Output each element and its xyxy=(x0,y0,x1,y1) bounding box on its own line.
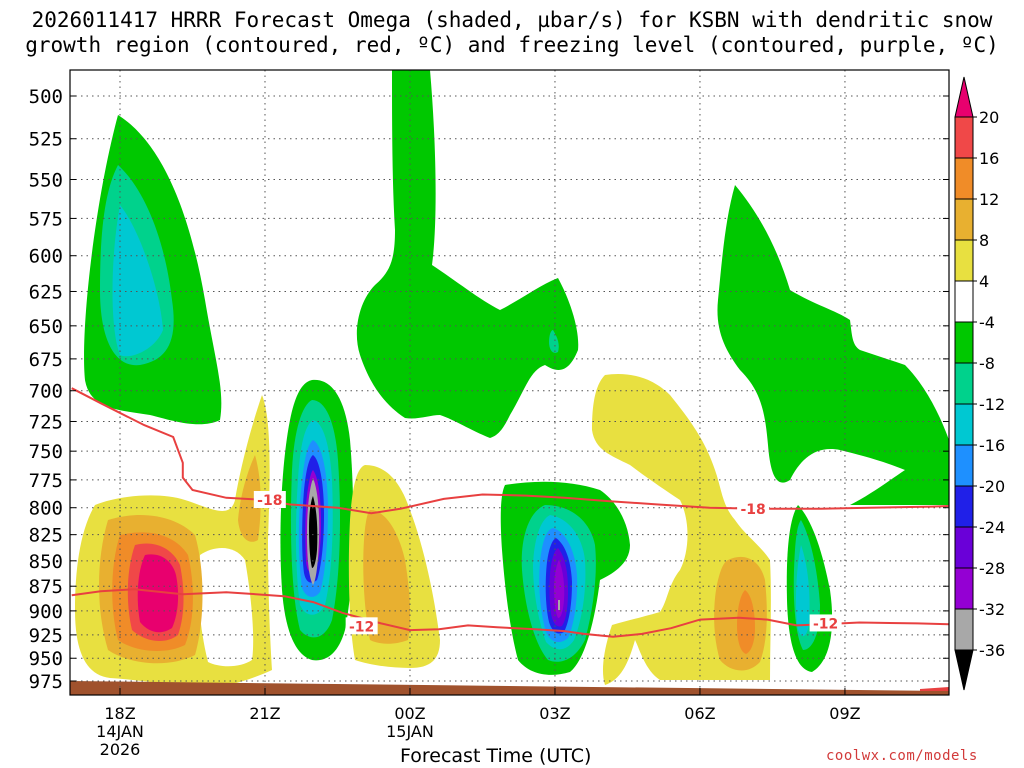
omega-region-green-right xyxy=(717,185,949,505)
colorbar-swatch xyxy=(954,444,974,487)
colorbar-swatch xyxy=(954,116,974,159)
site-credit: coolwx.com/models xyxy=(826,748,978,764)
plot-frame xyxy=(69,69,950,696)
chart-title-line-2: growth region (contoured, red, ºC) and f… xyxy=(25,33,999,57)
y-tick-label: 700 xyxy=(29,381,63,403)
y-tick-label: 950 xyxy=(29,648,63,670)
y-tick-label: 650 xyxy=(29,316,63,338)
contour-label-bg xyxy=(253,491,286,509)
colorbar-label: 12 xyxy=(979,190,999,209)
y-axis: 500 525 550 575 600 625 650 675 700 725 750 775 800 8… xyxy=(29,86,949,693)
y-tick-label: 800 xyxy=(29,498,63,520)
colorbar-swatch xyxy=(954,567,974,610)
colorbar-label: -16 xyxy=(979,436,1005,455)
y-tick-label: 675 xyxy=(29,349,63,371)
colorbar-swatch-bottom xyxy=(954,649,974,691)
colorbar-label: -28 xyxy=(979,559,1005,578)
contour-label-bg xyxy=(737,499,770,517)
y-tick-label: 525 xyxy=(29,129,63,151)
y-tick-label: 575 xyxy=(29,208,63,230)
colorbar-label: 16 xyxy=(979,149,999,168)
omega-region-magenta-left xyxy=(137,554,179,633)
omega-region-cyan-left xyxy=(112,205,163,357)
omega-region-black-column xyxy=(309,496,318,568)
y-tick-label: 825 xyxy=(29,525,63,547)
colorbar: 20 16 12 8 4 -4 -8 -12 -16 -20 -24 -28 -32 -36 xyxy=(954,76,1005,691)
y-tick-label: 725 xyxy=(29,411,63,433)
contour-label: -18 xyxy=(257,493,282,509)
colorbar-swatch xyxy=(954,198,974,241)
colorbar-label: -12 xyxy=(979,395,1005,414)
x-tick-sublabel: 15JAN xyxy=(386,722,434,741)
y-tick-label: 625 xyxy=(29,281,63,303)
omega-region-gray-03z xyxy=(558,600,560,610)
y-tick-label: 750 xyxy=(29,441,63,463)
contour-label-bg xyxy=(345,617,378,635)
x-tick-label: 06Z xyxy=(684,704,715,723)
terrain-marker xyxy=(920,687,949,691)
colorbar-swatch xyxy=(954,157,974,200)
omega-region-white-hole-left xyxy=(198,548,254,667)
colorbar-swatch xyxy=(954,608,974,651)
x-tick-sublabel-year: 2026 xyxy=(100,740,141,759)
y-tick-label: 975 xyxy=(29,671,63,693)
contour-label: -12 xyxy=(813,616,838,632)
colorbar-label: -24 xyxy=(979,518,1005,537)
omega-shaded-field xyxy=(70,70,949,695)
contour-label: -12 xyxy=(349,619,374,635)
contour-label: -18 xyxy=(740,502,765,518)
terrain-strip xyxy=(70,681,949,695)
y-tick-label: 775 xyxy=(29,470,63,492)
chart-title-line-1: 2026011417 HRRR Forecast Omega (shaded, … xyxy=(31,8,993,32)
x-tick-label: 21Z xyxy=(249,704,280,723)
isotherm-minus12-line xyxy=(71,588,949,638)
y-tick-label: 925 xyxy=(29,625,63,647)
colorbar-label: 8 xyxy=(979,231,989,250)
omega-region-orange-right xyxy=(737,590,755,654)
omega-region-green-center xyxy=(356,70,579,438)
y-tick-label: 900 xyxy=(29,601,63,623)
x-axis-label: Forecast Time (UTC) xyxy=(400,745,592,767)
colorbar-label: -20 xyxy=(979,477,1005,496)
colorbar-swatch xyxy=(954,280,974,323)
colorbar-label: -8 xyxy=(979,354,995,373)
colorbar-swatch xyxy=(954,321,974,364)
colorbar-swatch xyxy=(954,239,974,282)
colorbar-label: 4 xyxy=(979,272,989,291)
x-tick-sublabel: 14JAN xyxy=(96,722,144,741)
y-tick-label: 500 xyxy=(29,86,63,108)
omega-region-gold-mid xyxy=(363,510,411,644)
colorbar-label: -32 xyxy=(979,600,1005,619)
colorbar-swatch-top xyxy=(954,76,974,118)
colorbar-label: 20 xyxy=(979,108,999,127)
colorbar-swatch xyxy=(954,403,974,446)
colorbar-label: -36 xyxy=(979,641,1005,660)
isotherm-contours: -18 -18 -12 -12 xyxy=(71,387,949,638)
grid xyxy=(70,70,949,695)
y-tick-label: 850 xyxy=(29,551,63,573)
colorbar-swatch xyxy=(954,526,974,569)
omega-region-violet-03z xyxy=(554,560,565,618)
y-tick-label: 550 xyxy=(29,169,63,191)
x-tick-label: 18Z xyxy=(104,704,135,723)
omega-region-cyan-lowright xyxy=(796,545,810,637)
x-tick-label: 09Z xyxy=(829,704,860,723)
y-tick-label: 600 xyxy=(29,246,63,268)
colorbar-label: -4 xyxy=(979,313,995,332)
x-tick-label: 03Z xyxy=(539,704,570,723)
colorbar-swatch xyxy=(954,485,974,528)
colorbar-swatch xyxy=(954,362,974,405)
y-tick-label: 875 xyxy=(29,576,63,598)
contour-label-bg xyxy=(809,614,842,632)
x-tick-label: 00Z xyxy=(394,704,425,723)
omega-region-teal-center xyxy=(549,330,559,353)
